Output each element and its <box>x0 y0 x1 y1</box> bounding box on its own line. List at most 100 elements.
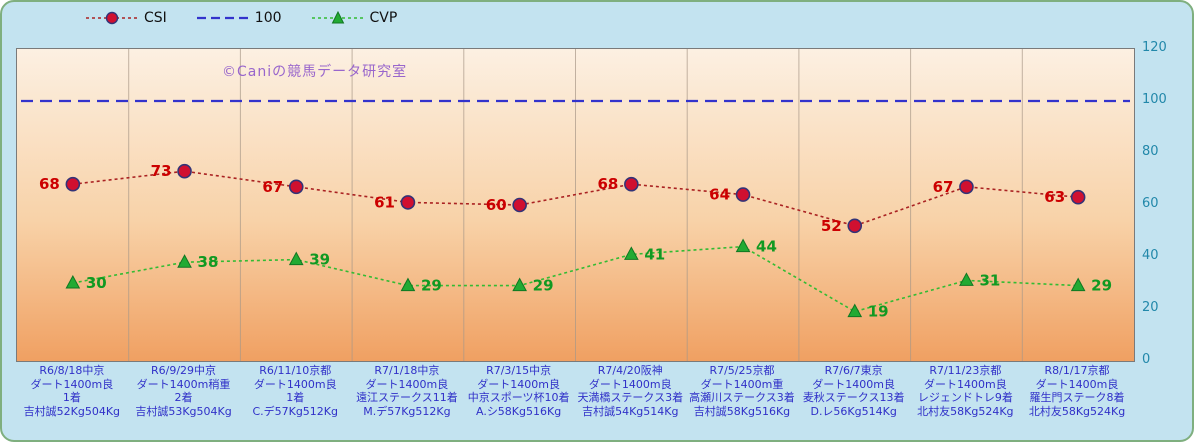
marker-cvp <box>288 251 304 266</box>
value-label-csi: 60 <box>486 196 507 214</box>
marker-csi <box>847 218 863 234</box>
value-label-cvp: 30 <box>86 274 107 292</box>
x-category-label: R7/5/25京都 ダート1400m重 高瀬川ステークス3着 吉村誠58Kg516Kg <box>686 364 798 418</box>
y-axis-tick: 40 <box>1142 248 1159 263</box>
legend-label: CSI <box>144 10 167 26</box>
y-axis-tick: 60 <box>1142 196 1159 211</box>
marker-csi <box>512 197 527 213</box>
plot-area: 68 73 67 61 60 68 64 52 67 63 30 38 39 29 29 41 44 19 31 29… <box>16 48 1135 362</box>
x-category-line: 吉村誠52Kg504Kg <box>23 404 121 418</box>
x-category-label: R7/3/15中京 ダート1400m良 中京スポーツ杯10着 A.シ58Kg516Kg <box>463 364 575 418</box>
x-category-line: M.デ57Kg512Kg <box>363 404 451 418</box>
value-label-cvp: 29 <box>1091 277 1112 295</box>
x-category-line: R7/3/15中京 <box>486 364 552 377</box>
x-category-line: R6/11/10京都 <box>259 364 332 377</box>
marker-csi <box>288 179 304 195</box>
legend-triangle-marker <box>331 10 344 24</box>
x-category-line: 2着 <box>174 391 193 404</box>
marker-cvp <box>65 274 81 289</box>
value-label-cvp: 38 <box>198 253 219 271</box>
series-line-cvp <box>72 245 1079 313</box>
marker-csi <box>735 187 751 202</box>
x-category-line: ダート1400m良 <box>812 377 896 391</box>
value-label-cvp: 29 <box>421 277 442 295</box>
legend-label: 100 <box>254 10 282 26</box>
x-category-line: ダート1400m稍重 <box>136 377 231 391</box>
x-category-line: R7/1/18中京 <box>374 364 440 377</box>
marker-cvp <box>177 254 192 268</box>
marker-cvp <box>400 277 416 292</box>
x-category-line: 麦秋ステークス13着 <box>802 391 905 404</box>
marker-csi <box>400 195 416 210</box>
legend-item-cvp: CVP <box>311 10 398 26</box>
x-category-line: R8/1/17京都 <box>1044 364 1110 377</box>
x-category-line: R7/11/23京都 <box>929 364 1002 377</box>
value-label-cvp: 41 <box>644 245 665 263</box>
x-category-label: R7/11/23京都 ダート1400m良 レジェンドトレ9着 北村友58Kg524Kg <box>910 364 1022 418</box>
x-category-label: R6/8/18中京 ダート1400m良 1着 吉村誠52Kg504Kg <box>16 364 128 418</box>
value-label-csi: 68 <box>597 175 618 193</box>
x-category-line: ダート1400m良 <box>923 377 1007 391</box>
marker-csi <box>177 163 192 179</box>
value-label-cvp: 19 <box>868 303 889 321</box>
marker-cvp <box>624 246 639 260</box>
x-category-line: 1着 <box>286 391 305 404</box>
x-category-line: 羅生門ステーク8着 <box>1029 391 1125 404</box>
value-label-csi: 68 <box>39 175 60 193</box>
x-category-line: ダート1400m重 <box>700 377 784 391</box>
x-category-line: 北村友58Kg524Kg <box>917 404 1014 418</box>
x-category-line: 遠江ステークス11着 <box>356 391 458 404</box>
x-category-label: R7/4/20阪神 ダート1400m良 天満橋ステークス3着 吉村誠54Kg514Kg <box>574 364 686 418</box>
value-label-csi: 61 <box>374 193 395 211</box>
x-category-line: R7/6/7東京 <box>824 364 883 377</box>
x-category-line: レジェンドトレ9着 <box>917 391 1013 404</box>
x-category-line: R7/4/20阪神 <box>597 364 663 377</box>
x-category-line: R6/9/29中京 <box>151 364 217 377</box>
x-category-label: R6/11/10京都 ダート1400m良 1着 C.デ57Kg512Kg <box>239 364 351 418</box>
legend-label: CVP <box>369 10 398 26</box>
x-category-line: 吉村誠53Kg504Kg <box>135 404 232 418</box>
x-category-label: R8/1/17京都 ダート1400m良 羅生門ステーク8着 北村友58Kg524Kg <box>1021 364 1133 418</box>
cvp-legend-marker-icon <box>311 10 364 24</box>
y-axis-tick: 80 <box>1142 144 1159 159</box>
marker-cvp <box>735 238 751 253</box>
x-category-line: 1着 <box>62 391 81 404</box>
value-label-cvp: 44 <box>756 238 777 256</box>
value-label-csi: 73 <box>151 162 172 180</box>
value-label-csi: 64 <box>709 186 730 204</box>
x-category-line: 吉村誠54Kg514Kg <box>582 404 679 418</box>
legend-circle-marker <box>105 11 119 25</box>
x-category-label: R7/1/18中京 ダート1400m良 遠江ステークス11着 M.デ57Kg512Kg <box>351 364 463 418</box>
y-axis: 0 20 40 60 80 100 120 <box>1142 40 1192 367</box>
y-axis-tick: 20 <box>1142 300 1159 315</box>
legend-item-100: 100 <box>196 10 282 26</box>
y-axis-tick: 100 <box>1142 92 1167 107</box>
x-axis-labels: R6/8/18中京 ダート1400m良 1着 吉村誠52Kg504Kg R6/9/29中… <box>16 364 1133 418</box>
x-category-line: A.シ58Kg516Kg <box>475 404 562 418</box>
x-category-line: ダート1400m良 <box>365 377 449 391</box>
x-category-line: ダート1400m良 <box>588 377 672 391</box>
value-label-csi: 52 <box>821 217 842 235</box>
x-category-line: 吉村誠58Kg516Kg <box>693 404 791 418</box>
x-category-label: R6/9/29中京 ダート1400m稍重 2着 吉村誠53Kg504Kg <box>128 364 240 418</box>
marker-cvp <box>959 272 974 286</box>
marker-cvp <box>1070 277 1086 292</box>
plot-svg: 68 73 67 61 60 68 64 52 67 63 30 38 39 29 29 41 44 19 31 29 <box>21 49 1130 361</box>
x-category-line: R6/8/18中京 <box>39 364 105 377</box>
value-label-cvp: 31 <box>979 271 1000 289</box>
x-category-line: 天満橋ステークス3着 <box>577 391 684 404</box>
value-label-csi: 63 <box>1044 188 1065 206</box>
x-category-line: ダート1400m良 <box>253 377 337 391</box>
marker-cvp <box>512 277 527 292</box>
marker-csi <box>959 179 974 195</box>
x-category-line: ダート1400m良 <box>30 377 114 391</box>
y-axis-tick: 120 <box>1142 40 1167 55</box>
marker-cvp <box>847 303 863 318</box>
marker-csi <box>624 176 639 192</box>
value-label-csi: 67 <box>262 178 283 196</box>
100-legend-marker-icon <box>196 16 249 20</box>
x-category-line: 北村友58Kg524Kg <box>1028 404 1126 418</box>
legend-item-csi: CSI <box>86 10 167 26</box>
x-category-line: 中京スポーツ杯10着 <box>467 391 570 404</box>
x-category-line: R7/5/25京都 <box>709 364 775 377</box>
